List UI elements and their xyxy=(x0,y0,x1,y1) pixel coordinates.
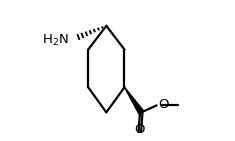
Text: H$_2$N: H$_2$N xyxy=(42,33,69,48)
Text: O: O xyxy=(135,123,145,136)
Text: O: O xyxy=(158,98,169,111)
Polygon shape xyxy=(125,87,144,114)
